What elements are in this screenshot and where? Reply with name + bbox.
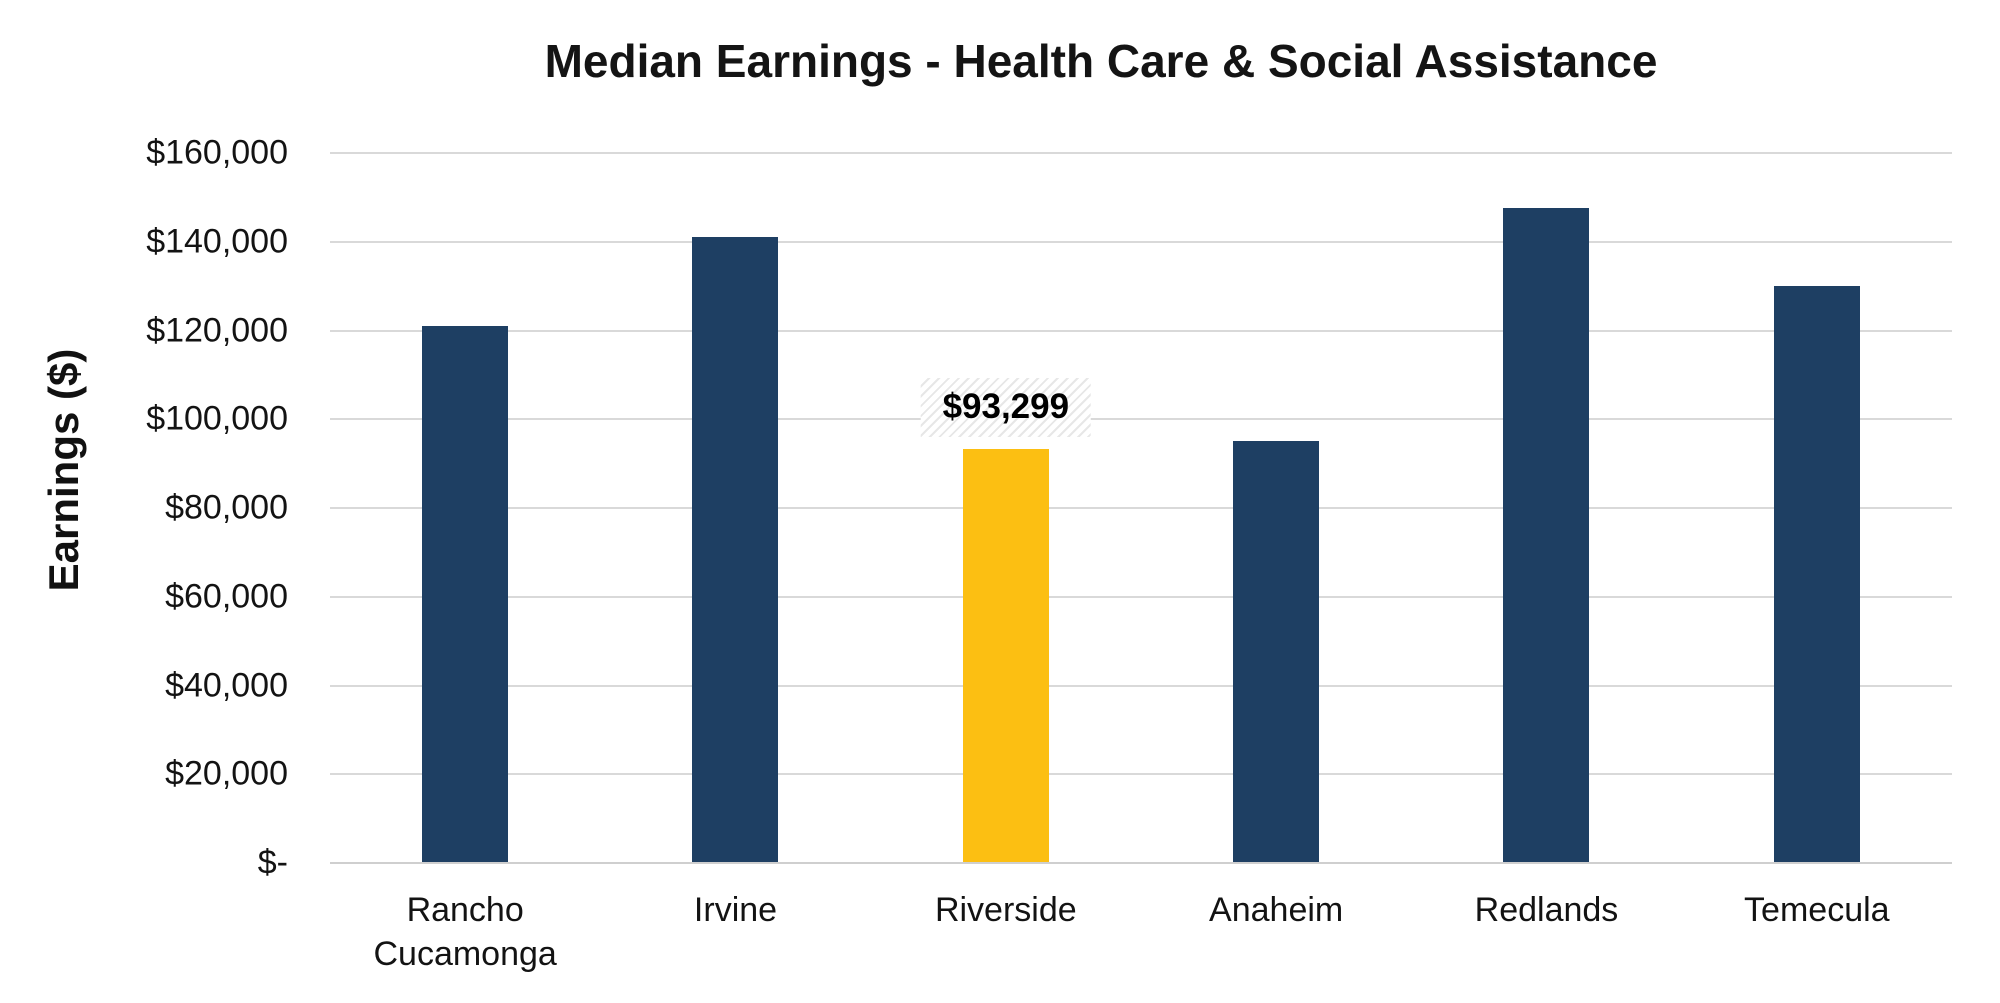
gridline-40000 [330,684,1952,687]
chart-title: Median Earnings - Health Care & Social A… [544,35,1658,87]
x-axis-line [330,862,1952,864]
bars-row [330,153,1952,863]
x-tick-redlands: Redlands [1474,891,1619,929]
y-tick-160000: $160,000 [146,133,288,172]
bar-slot-rancho-cucamonga [330,153,600,863]
y-tick-140000: $140,000 [146,222,288,261]
bar-irvine [692,237,779,863]
y-tick-80000: $80,000 [165,488,288,527]
bar-rancho-cucamonga [422,326,509,863]
x-tick-irvine: Irvine [693,891,778,929]
gridline-60000 [330,595,1952,598]
bar-redlands [1503,208,1590,863]
bar-temecula [1773,286,1860,863]
plot-area: $93,299 [330,152,1952,864]
bar-slot-anaheim [1141,153,1411,863]
y-tick-zero: $- [257,843,288,882]
x-tick-temecula: Temecula [1744,891,1890,929]
bar-anaheim [1233,441,1320,863]
x-tick-anaheim: Anaheim [1209,891,1344,929]
y-tick-40000: $40,000 [165,666,288,704]
x-tick-riverside: Riverside [934,891,1077,929]
y-axis-tick-labels: $160,000 $140,000 $120,000 $100,000 $80,… [0,134,288,882]
gridline-100000 [330,418,1952,421]
y-tick-120000: $120,000 [146,311,288,349]
bar-slot-redlands [1411,153,1681,863]
bar-slot-irvine [600,153,870,863]
gridline-160000 [330,152,1952,154]
x-tick-rancho-cucamonga: Rancho Cucamonga [373,891,557,974]
highlight-data-label: $93,299 [920,378,1092,437]
gridline-120000 [330,329,1952,332]
gridline-20000 [330,773,1952,776]
bar-riverside-highlighted [962,449,1049,863]
y-tick-100000: $100,000 [146,399,288,438]
gridline-140000 [330,240,1952,243]
y-tick-60000: $60,000 [165,577,288,616]
y-tick-20000: $20,000 [165,754,288,793]
bar-slot-riverside [871,153,1141,863]
gridline-80000 [330,507,1952,509]
x-axis-tick-labels: Rancho Cucamonga Irvine Riverside Anahei… [330,888,1952,976]
bar-slot-temecula [1682,153,1952,863]
